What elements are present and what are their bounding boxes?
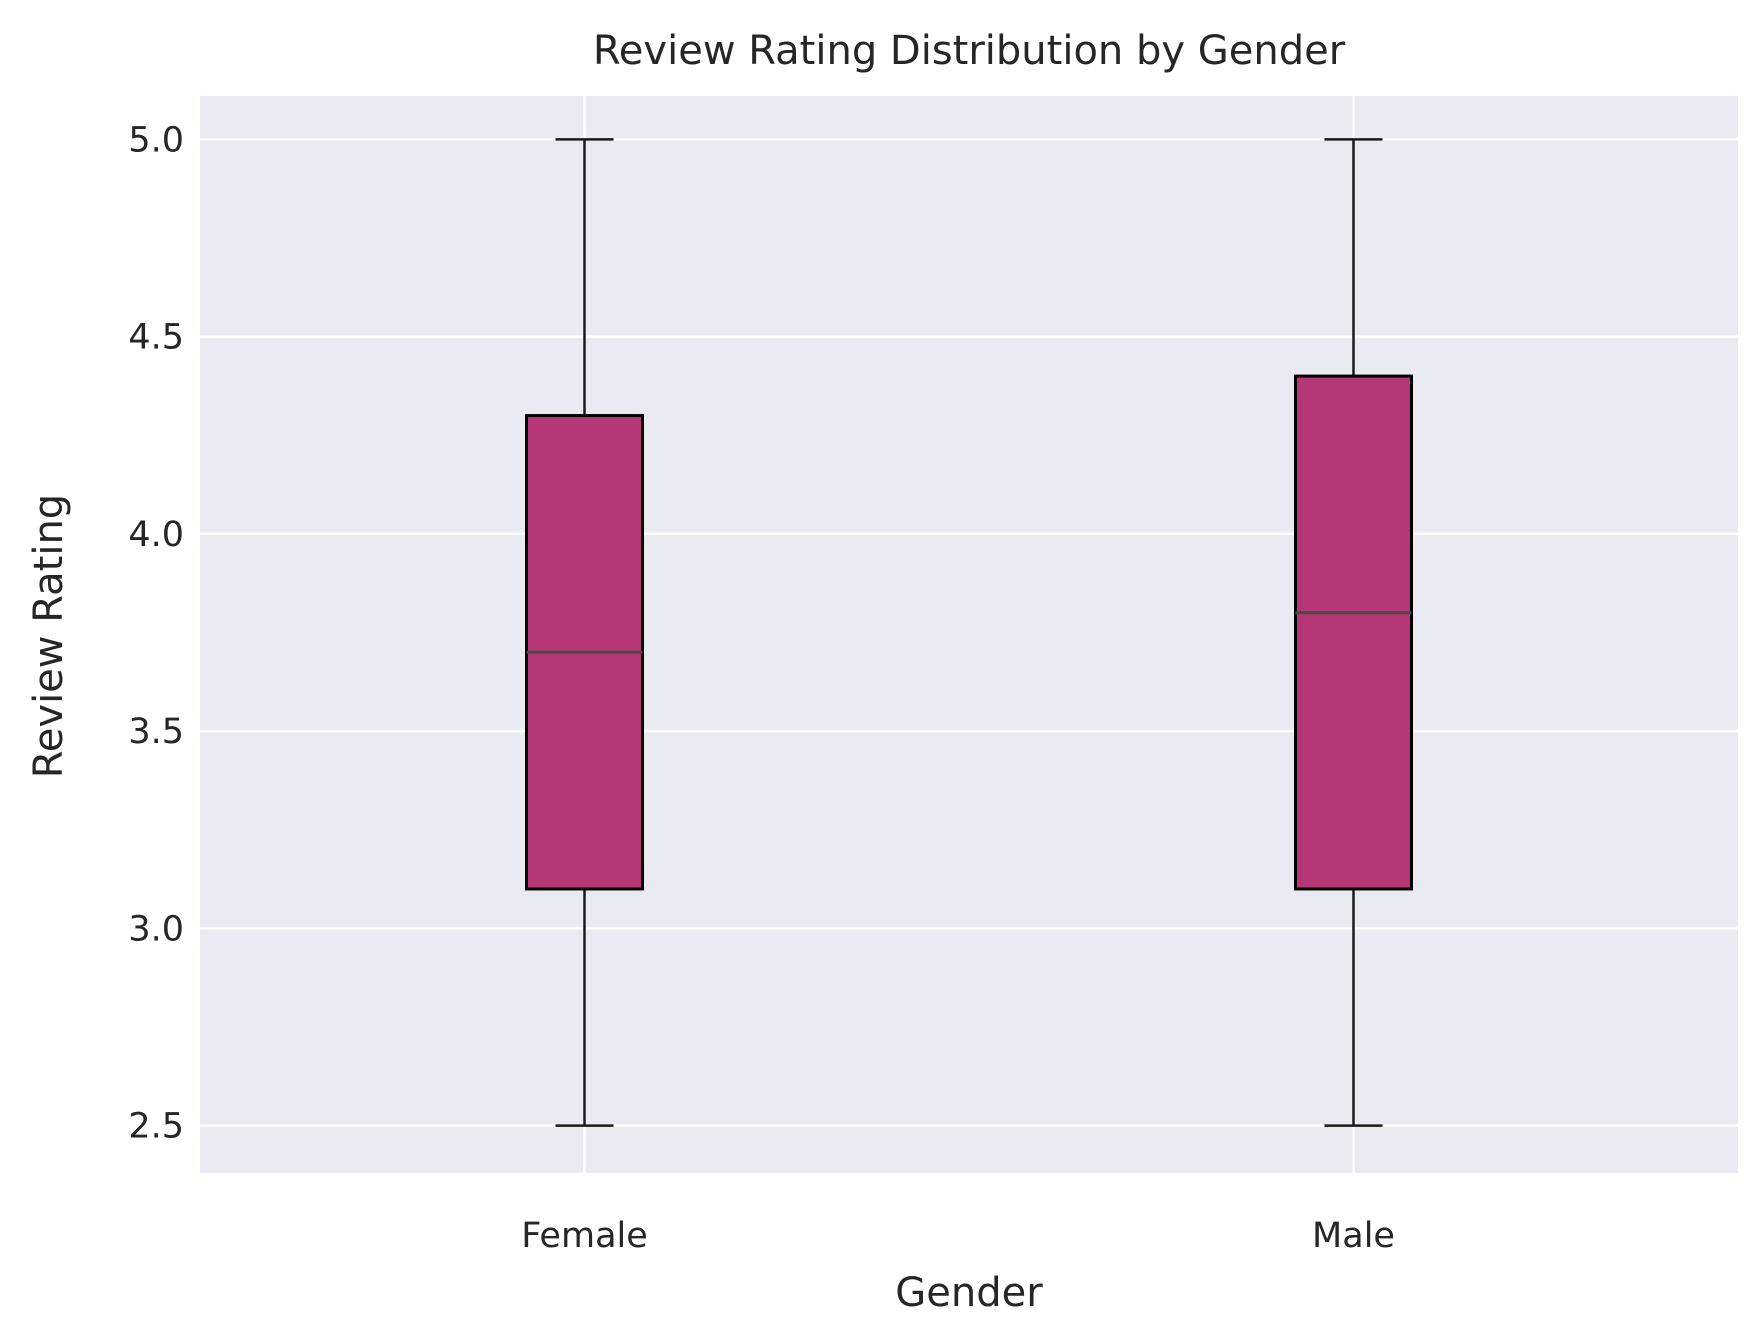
x-axis-label: Gender <box>895 1270 1043 1316</box>
y-tick-label: 5.0 <box>128 120 184 160</box>
y-tick-label: 4.5 <box>128 318 184 358</box>
y-tick-label: 3.0 <box>128 909 184 949</box>
y-axis-label: Review Rating <box>26 494 72 778</box>
x-tick-label: Female <box>521 1216 648 1256</box>
boxes <box>525 138 1413 1127</box>
y-tick-label: 3.5 <box>128 712 184 752</box>
box-female <box>525 138 644 1127</box>
y-tick-label: 4.0 <box>128 515 184 555</box>
chart-title: Review Rating Distribution by Gender <box>593 28 1346 74</box>
iqr-box <box>1294 374 1413 891</box>
x-tick-label: Male <box>1312 1216 1395 1256</box>
y-tick-label: 2.5 <box>128 1107 184 1147</box>
box-male <box>1294 138 1413 1127</box>
x-tick-labels: Female Male <box>521 1216 1395 1256</box>
plot-background <box>200 96 1738 1173</box>
y-tick-labels: 2.5 3.0 3.5 4.0 4.5 5.0 <box>128 120 184 1146</box>
